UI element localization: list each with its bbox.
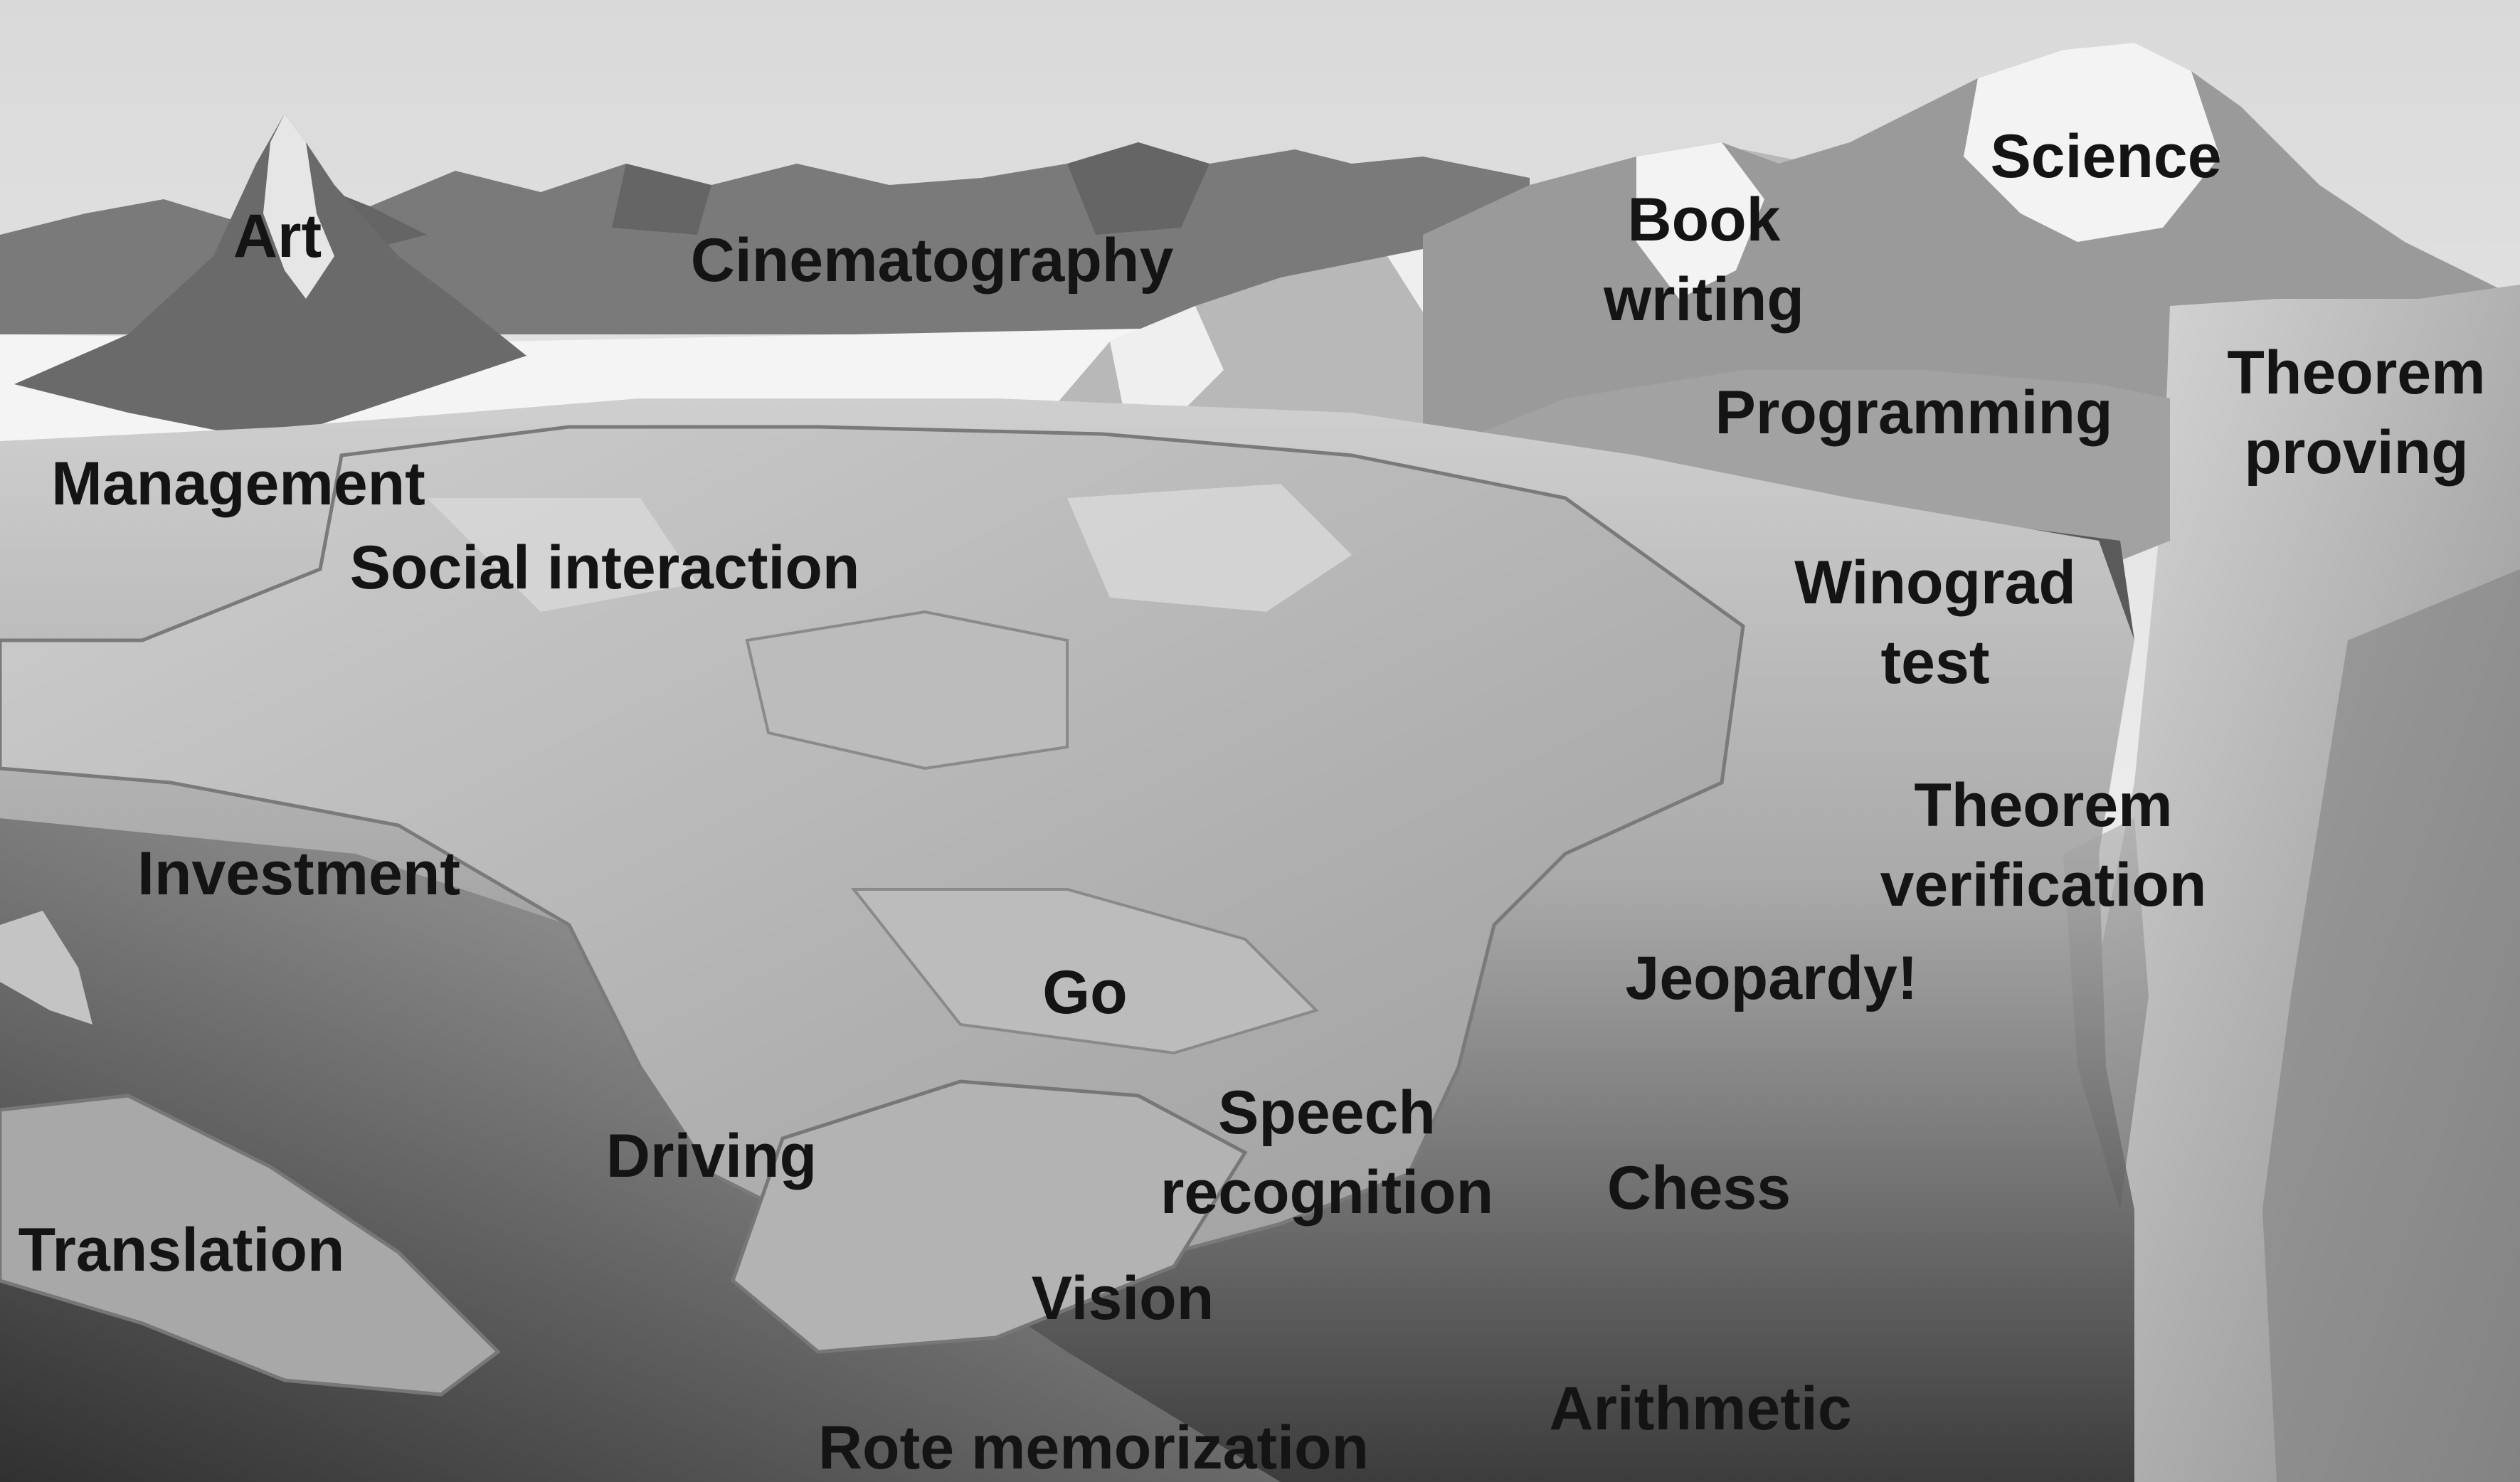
label-book-writing-line2: writing — [1604, 265, 1804, 334]
label-programming: Programming — [1715, 379, 2113, 447]
label-winograd-test-line1: Winograd — [1794, 549, 2076, 617]
label-art: Art — [233, 202, 322, 270]
label-management: Management — [51, 450, 425, 518]
label-cinematography: Cinematography — [690, 226, 1174, 295]
label-theorem-proving-line1: Theorem — [2227, 339, 2486, 407]
label-science: Science — [1990, 122, 2222, 191]
label-investment: Investment — [137, 840, 461, 908]
label-chess: Chess — [1606, 1154, 1791, 1222]
label-theorem-proving: Theorem proving — [2227, 333, 2485, 492]
label-speech-recognition: Speech recognition — [1160, 1073, 1493, 1232]
label-theorem-verification: Theorem verification — [1880, 766, 2207, 925]
label-theorem-proving-line2: proving — [2244, 418, 2469, 487]
label-go: Go — [1042, 958, 1128, 1027]
label-theorem-verification-line1: Theorem — [1914, 771, 2173, 840]
label-jeopardy: Jeopardy! — [1625, 944, 1918, 1012]
label-translation: Translation — [18, 1216, 345, 1284]
label-winograd-test: Winograd test — [1794, 543, 2076, 702]
label-social-interaction: Social interaction — [349, 534, 860, 602]
label-ai-design: AI design — [1911, 245, 2187, 314]
label-winograd-test-line2: test — [1880, 628, 1990, 697]
label-arithmetic: Arithmetic — [1549, 1375, 1852, 1443]
label-book-writing: Book writing — [1604, 180, 1804, 339]
label-theorem-verification-line2: verification — [1880, 851, 2207, 919]
art-peak — [14, 114, 526, 441]
label-rote-memorization: Rote memorization — [817, 1414, 1370, 1482]
label-speech-recognition-line1: Speech — [1218, 1079, 1436, 1147]
label-vision: Vision — [1031, 1264, 1214, 1333]
ice-floes — [0, 425, 1745, 1283]
label-driving: Driving — [605, 1122, 817, 1190]
label-book-writing-line1: Book — [1627, 186, 1781, 254]
label-speech-recognition-line2: recognition — [1160, 1158, 1494, 1227]
